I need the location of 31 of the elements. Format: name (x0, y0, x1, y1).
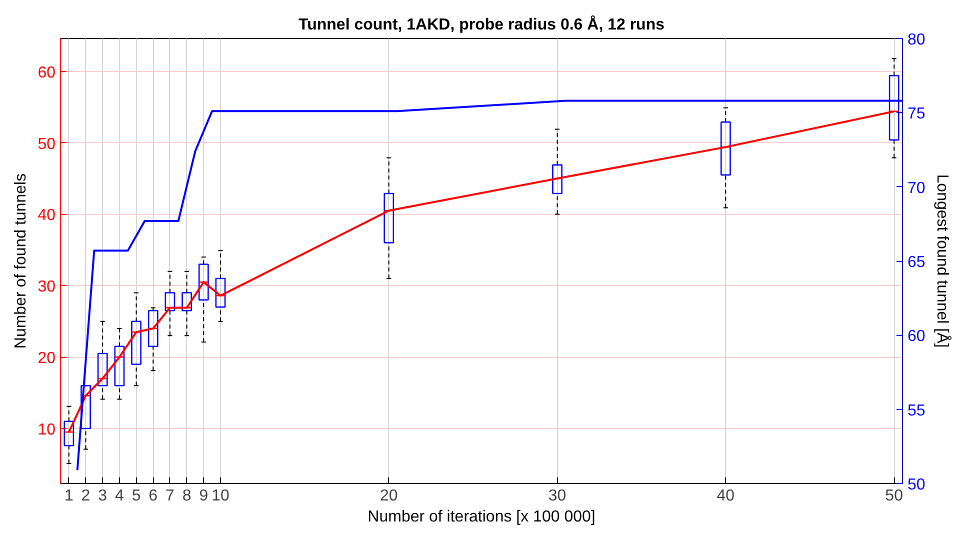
y2-tick-label: 80 (908, 32, 926, 48)
y2-tick-label: 65 (908, 254, 926, 271)
x-axis-title: Number of iterations [x 100 000] (368, 508, 596, 526)
y-tick-label: 60 (38, 64, 56, 82)
y-tick-label: 20 (38, 350, 56, 368)
x-tick-label: 30 (548, 488, 566, 504)
chart-title: Tunnel count, 1AKD, probe radius 0.6 Å, 12 runs (298, 14, 665, 34)
x-tick-label: 5 (132, 488, 141, 504)
x-tick-label: 7 (166, 488, 175, 504)
y2-tick-label: 55 (908, 402, 926, 420)
y-tick-label: 10 (38, 422, 56, 438)
y-axis-title: Number of found tunnels (12, 173, 30, 349)
y2-tick-label: 50 (908, 476, 926, 494)
y2-axis-title: Longest found tunnel [Å] (933, 174, 952, 348)
x-tick-label: 4 (114, 488, 124, 504)
x-tick-label: 1 (64, 488, 74, 504)
x-tick-label: 8 (182, 488, 192, 504)
y2-tick-label: 75 (908, 106, 926, 123)
x-tick-label: 9 (199, 488, 208, 504)
y2-tick-label: 60 (908, 328, 926, 346)
y-tick-label: 30 (38, 278, 56, 296)
y2-tick-label: 70 (908, 180, 926, 197)
x-tick-label: 50 (885, 488, 904, 504)
x-tick-label: 3 (98, 488, 108, 504)
x-tick-label: 40 (716, 488, 735, 504)
y-tick-label: 50 (38, 136, 56, 153)
x-tick-label: 6 (148, 488, 158, 504)
y-tick-label: 40 (38, 207, 56, 224)
x-tick-label: 10 (212, 488, 230, 504)
x-tick-label: 20 (380, 488, 398, 504)
x-tick-label: 2 (81, 488, 90, 504)
